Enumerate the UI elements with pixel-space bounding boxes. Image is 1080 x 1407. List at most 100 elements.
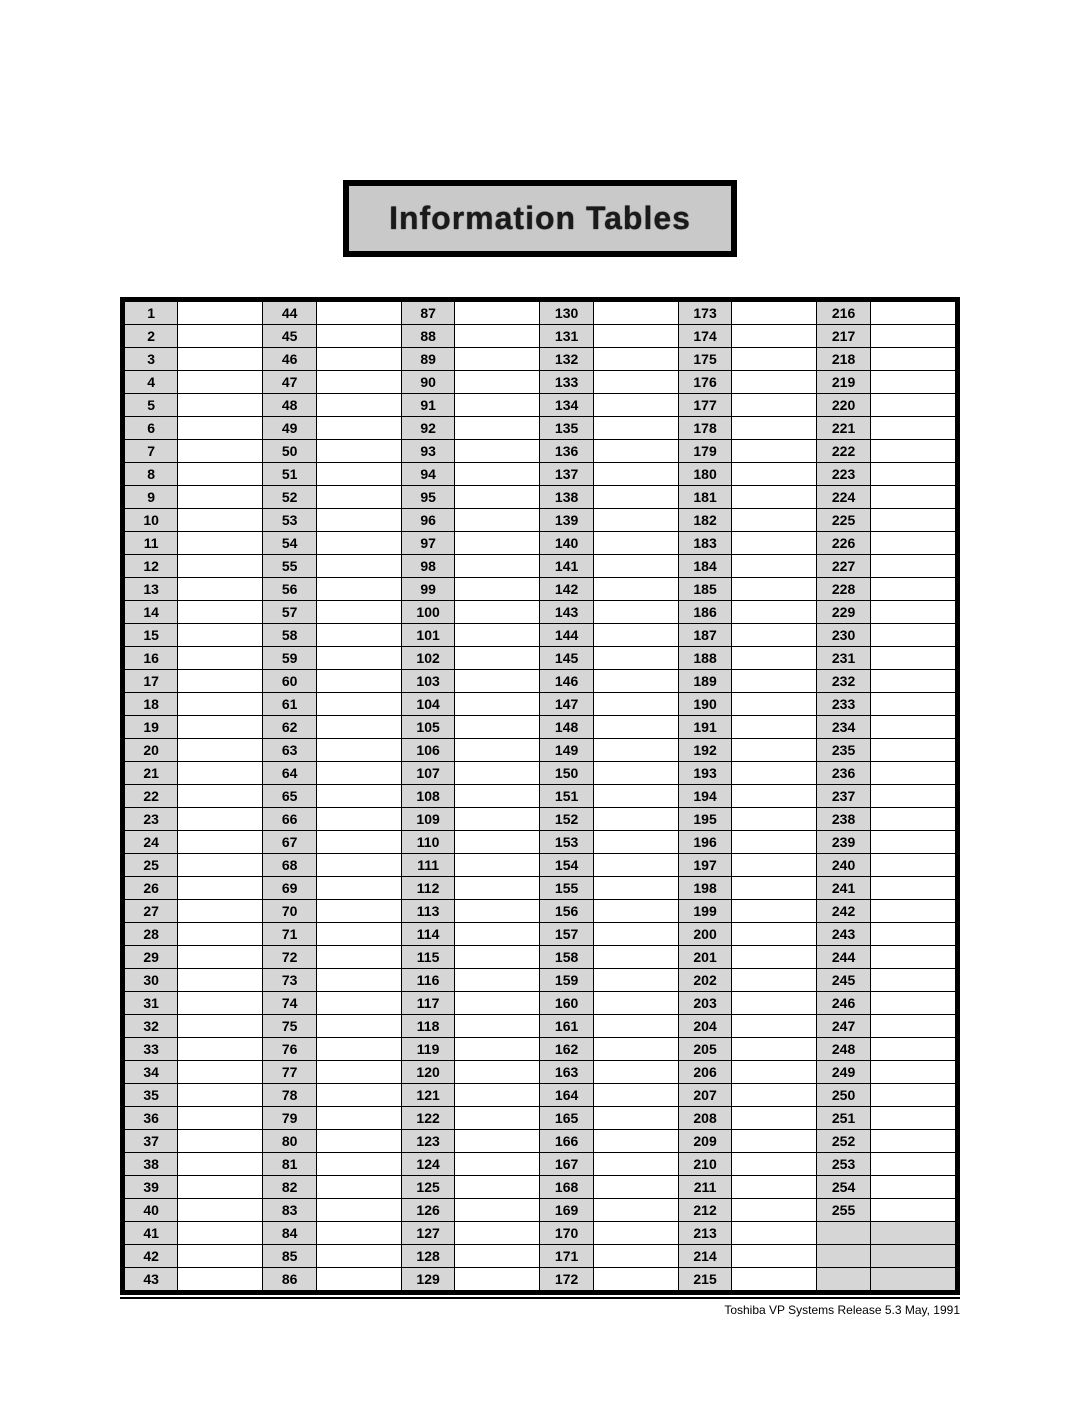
value-cell [178,923,263,946]
number-cell: 27 [125,900,178,923]
number-cell: 9 [125,486,178,509]
value-cell [870,693,955,716]
value-cell [178,969,263,992]
value-cell [316,1153,401,1176]
number-cell: 228 [817,578,870,601]
value-cell [455,923,540,946]
number-cell: 86 [263,1268,316,1291]
value-cell [732,555,817,578]
value-cell [870,762,955,785]
value-cell [732,1107,817,1130]
value-cell [316,624,401,647]
value-cell [455,739,540,762]
value-cell [870,440,955,463]
number-cell: 89 [401,348,454,371]
number-cell: 138 [540,486,593,509]
number-cell: 143 [540,601,593,624]
value-cell [870,831,955,854]
number-cell: 188 [678,647,731,670]
value-cell [455,1153,540,1176]
number-cell: 31 [125,992,178,1015]
value-cell [870,670,955,693]
number-cell: 24 [125,831,178,854]
number-cell: 171 [540,1245,593,1268]
number-cell: 29 [125,946,178,969]
number-cell: 80 [263,1130,316,1153]
number-cell: 67 [263,831,316,854]
number-cell: 175 [678,348,731,371]
number-cell: 232 [817,670,870,693]
number-cell: 123 [401,1130,454,1153]
number-cell: 14 [125,601,178,624]
value-cell [870,532,955,555]
value-cell [316,808,401,831]
value-cell [732,693,817,716]
number-cell: 76 [263,1038,316,1061]
number-cell: 52 [263,486,316,509]
value-cell [455,440,540,463]
number-cell: 22 [125,785,178,808]
value-cell [870,854,955,877]
value-cell [178,302,263,325]
title-container: Information Tables [60,180,1020,257]
value-cell [316,670,401,693]
value-cell [870,716,955,739]
number-cell: 163 [540,1061,593,1084]
number-cell: 184 [678,555,731,578]
number-cell: 70 [263,900,316,923]
value-cell [593,785,678,808]
number-cell: 165 [540,1107,593,1130]
value-cell [732,1222,817,1245]
number-cell: 220 [817,394,870,417]
value-cell [316,992,401,1015]
number-cell: 154 [540,854,593,877]
value-cell [178,624,263,647]
value-cell [178,693,263,716]
value-cell [316,969,401,992]
number-cell: 248 [817,1038,870,1061]
number-cell: 2 [125,325,178,348]
value-cell [593,1245,678,1268]
table-row: 24588131174217 [125,325,956,348]
number-cell: 114 [401,923,454,946]
table-row: 4083126169212255 [125,1199,956,1222]
table-row: 75093136179222 [125,440,956,463]
number-cell: 161 [540,1015,593,1038]
value-cell [593,693,678,716]
number-cell: 174 [678,325,731,348]
number-cell: 75 [263,1015,316,1038]
value-cell [455,348,540,371]
value-cell [178,1222,263,1245]
value-cell [593,1107,678,1130]
value-cell [593,371,678,394]
number-cell: 36 [125,1107,178,1130]
number-cell: 136 [540,440,593,463]
number-cell: 47 [263,371,316,394]
number-cell: 99 [401,578,454,601]
number-cell: 116 [401,969,454,992]
number-cell: 204 [678,1015,731,1038]
value-cell [870,555,955,578]
number-cell: 25 [125,854,178,877]
number-cell: 162 [540,1038,593,1061]
value-cell [316,417,401,440]
value-cell [732,670,817,693]
value-cell [732,532,817,555]
number-cell: 34 [125,1061,178,1084]
value-cell [870,1268,955,1291]
number-cell: 191 [678,716,731,739]
number-cell: 51 [263,463,316,486]
value-cell [455,647,540,670]
value-cell [178,417,263,440]
number-cell: 100 [401,601,454,624]
value-cell [870,371,955,394]
number-cell: 214 [678,1245,731,1268]
number-cell: 249 [817,1061,870,1084]
value-cell [870,1153,955,1176]
number-cell: 59 [263,647,316,670]
value-cell [870,601,955,624]
value-cell [455,831,540,854]
table-row: 2972115158201244 [125,946,956,969]
number-cell: 111 [401,854,454,877]
table-row: 3881124167210253 [125,1153,956,1176]
